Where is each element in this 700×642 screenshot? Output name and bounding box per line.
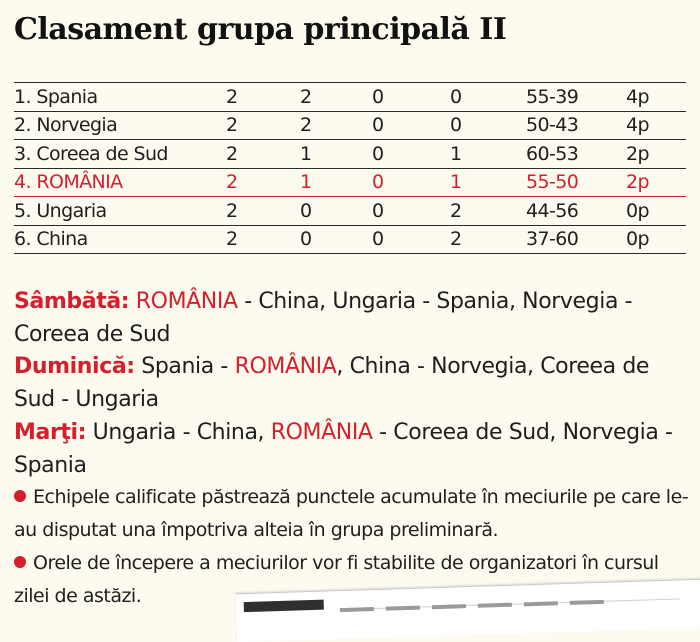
points-cell: 0p	[626, 225, 686, 254]
goals-cell: 55-50	[526, 168, 626, 197]
played-cell: 2	[226, 168, 300, 197]
schedule-saturday: Sâmbătă: ROMÂNIA - China, Ungaria - Span…	[14, 286, 690, 351]
team-cell: 1. Spania	[14, 82, 226, 112]
team-cell: 2. Norvegia	[14, 111, 226, 140]
romania-highlight: ROMÂNIA	[135, 289, 238, 314]
won-cell: 2	[300, 111, 372, 140]
points-cell: 2p	[626, 139, 686, 169]
won-cell: 1	[300, 168, 372, 197]
lost-cell: 2	[450, 196, 526, 226]
fixtures-text: - Coreea de Sud, Norvegia - Spania	[14, 419, 673, 478]
lost-cell: 1	[450, 168, 526, 197]
goals-cell: 44-56	[526, 196, 626, 226]
romania-highlight: ROMÂNIA	[270, 419, 373, 445]
team-cell: 4. ROMÂNIA	[14, 168, 226, 197]
points-cell: 4p	[626, 111, 686, 140]
points-cell: 2p	[626, 168, 686, 197]
day-label-saturday: Sâmbătă:	[14, 289, 130, 314]
drawn-cell: 0	[372, 225, 450, 254]
won-cell: 0	[300, 196, 372, 226]
note-item: Echipele calificate păstrează punctele a…	[14, 481, 690, 547]
schedule-sunday: Duminică: Spania - ROMÂNIA, China - Norv…	[14, 351, 690, 416]
fixtures-text: Spania -	[134, 354, 235, 380]
note-text: Echipele calificate păstrează punctele a…	[14, 486, 689, 541]
drawn-cell: 0	[372, 82, 450, 112]
romania-highlight: ROMÂNIA	[234, 354, 337, 380]
page-title: Clasament grupa principală II	[14, 12, 507, 47]
table-row: 3. Coreea de Sud 2 1 0 1 60-53 2p	[14, 139, 686, 169]
lost-cell: 2	[450, 225, 526, 254]
table-row: 5. Ungaria 2 0 0 2 44-56 0p	[14, 196, 686, 226]
played-cell: 2	[226, 139, 300, 169]
table-row: 4. ROMÂNIA 2 1 0 1 55-50 2p	[14, 168, 686, 197]
thumbnail-logo	[243, 599, 324, 613]
goals-cell: 60-53	[526, 139, 626, 169]
team-cell: 3. Coreea de Sud	[14, 139, 226, 169]
played-cell: 2	[226, 111, 300, 140]
table-row: 2. Norvegia 2 2 0 0 50-43 4p	[14, 111, 686, 140]
lost-cell: 0	[450, 111, 526, 140]
goals-cell: 37-60	[526, 225, 626, 254]
goals-cell: 50-43	[526, 111, 626, 140]
lost-cell: 1	[450, 139, 526, 169]
drawn-cell: 0	[372, 196, 450, 226]
schedule-tuesday: Marţi: Ungaria - China, ROMÂNIA - Coreea…	[14, 417, 690, 482]
played-cell: 2	[226, 82, 300, 112]
bullet-icon	[14, 490, 26, 502]
fixtures-text: - China, Ungaria - Spania, Norvegia - Co…	[14, 289, 633, 347]
team-cell: 6. China	[14, 225, 226, 254]
points-cell: 4p	[626, 82, 686, 112]
played-cell: 2	[226, 196, 300, 226]
note-text: Orele de începere a meciurilor vor fi st…	[14, 552, 659, 607]
table-row: 6. China 2 0 0 2 37-60 0p	[14, 225, 686, 254]
day-label-sunday: Duminică:	[14, 354, 135, 380]
goals-cell: 55-39	[526, 82, 626, 112]
drawn-cell: 0	[372, 111, 450, 140]
lost-cell: 0	[450, 82, 526, 112]
note-item: Orele de începere a meciurilor vor fi st…	[14, 547, 690, 613]
day-label-tuesday: Marţi:	[14, 419, 87, 445]
won-cell: 2	[300, 82, 372, 112]
match-schedule: Sâmbătă: ROMÂNIA - China, Ungaria - Span…	[14, 286, 690, 482]
table-row: 1. Spania 2 2 0 0 55-39 4p	[14, 82, 686, 112]
points-cell: 0p	[626, 196, 686, 226]
bullet-icon	[14, 556, 26, 568]
standings-table: 1. Spania 2 2 0 0 55-39 4p 2. Norvegia 2 2 0 0 50-43…	[14, 82, 686, 254]
won-cell: 0	[300, 225, 372, 254]
fixtures-text: Ungaria - China,	[86, 419, 271, 445]
notes: Echipele calificate păstrează punctele a…	[14, 481, 690, 613]
team-cell: 5. Ungaria	[14, 196, 226, 226]
drawn-cell: 0	[372, 139, 450, 169]
won-cell: 1	[300, 139, 372, 169]
thumbnail-nav	[339, 586, 680, 613]
standings-body: 1. Spania 2 2 0 0 55-39 4p 2. Norvegia 2 2 0 0 50-43…	[14, 82, 686, 254]
drawn-cell: 0	[372, 168, 450, 197]
fixtures-text: , China - Norvegia, Coreea de Sud - Unga…	[14, 354, 650, 413]
played-cell: 2	[226, 225, 300, 254]
